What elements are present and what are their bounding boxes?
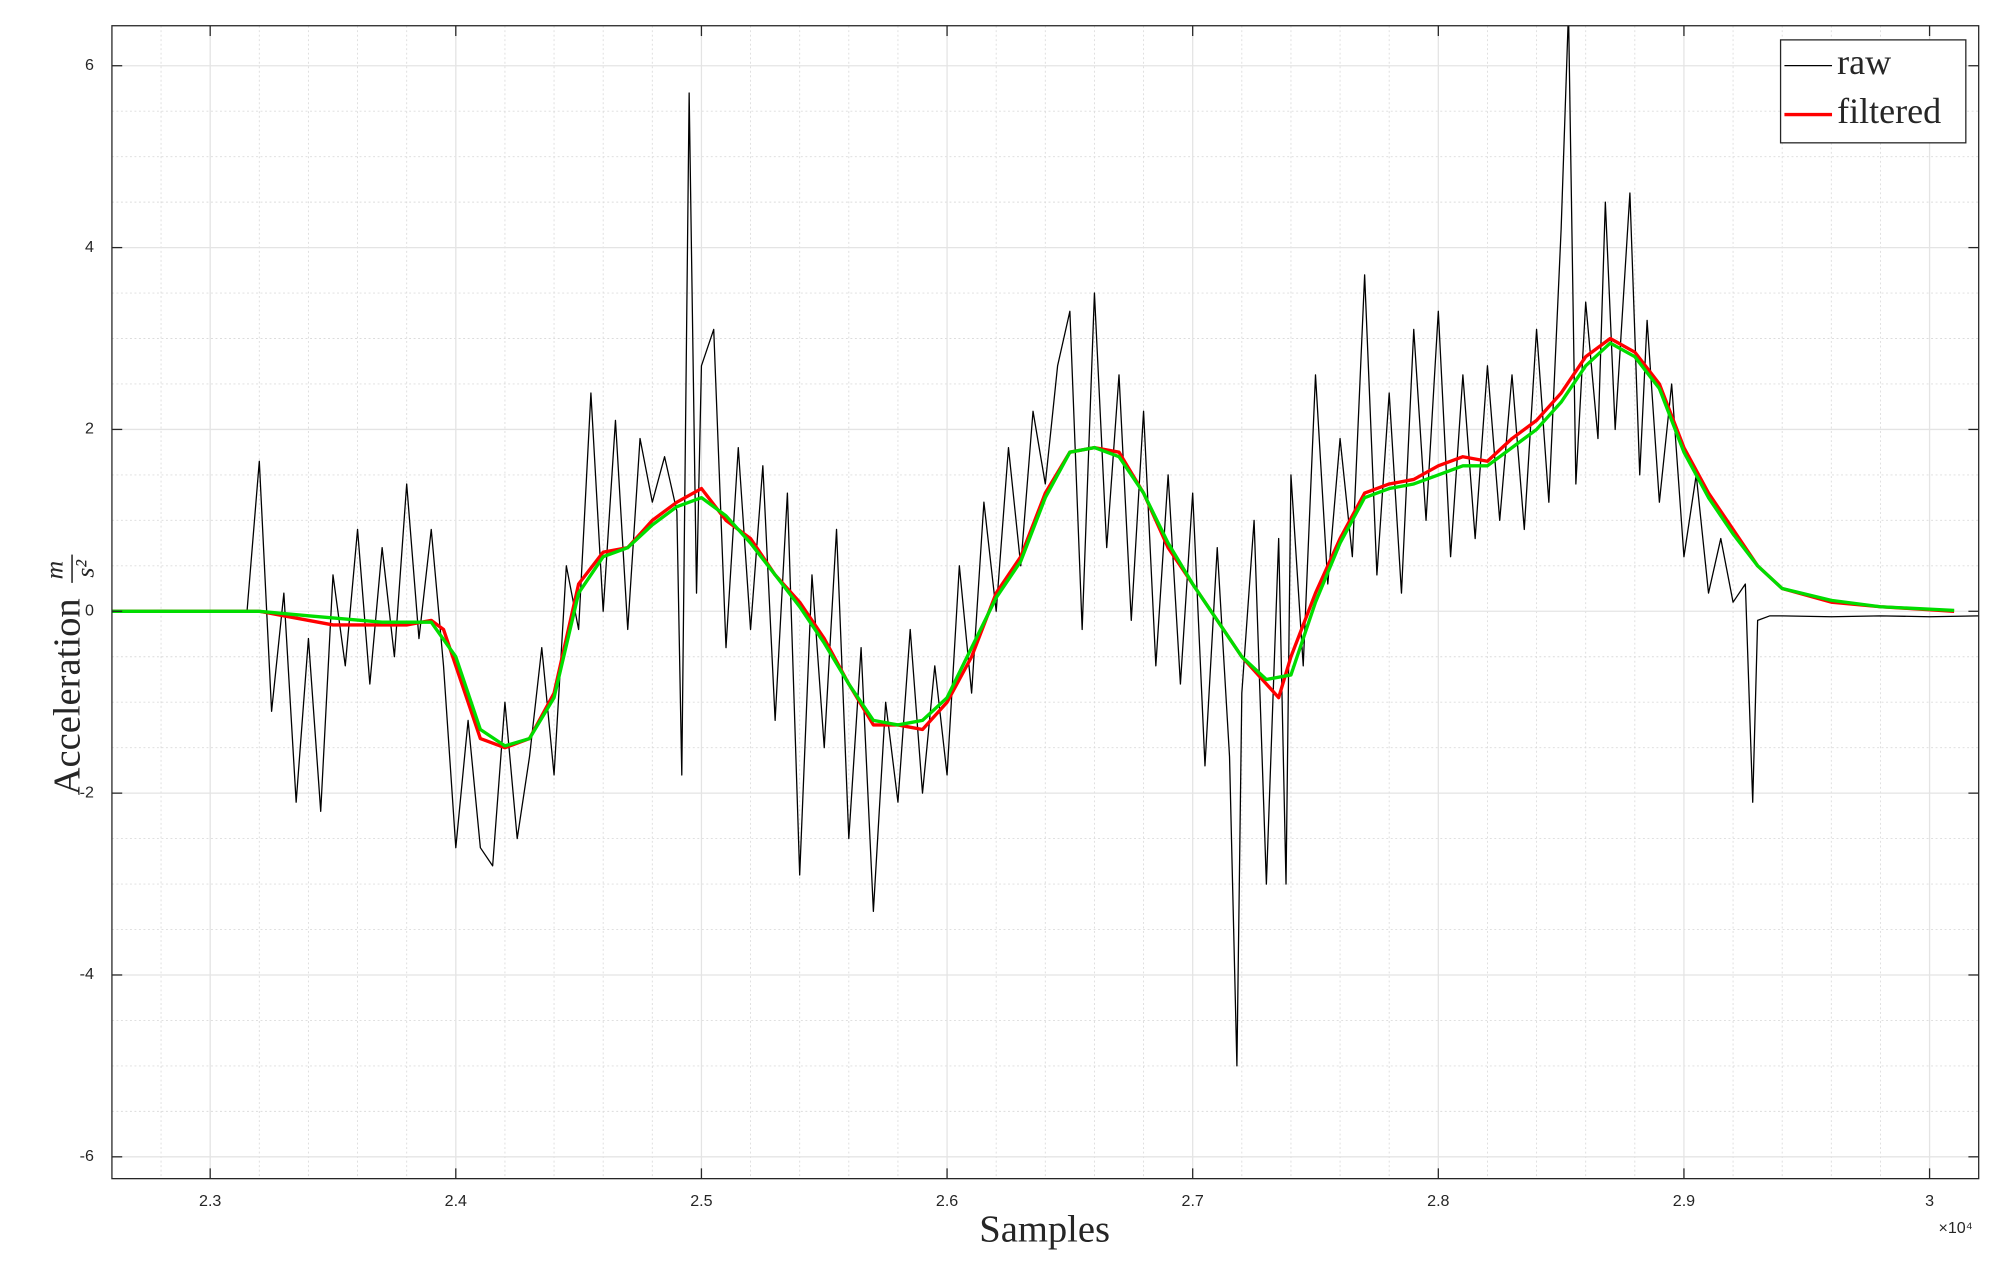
x-axis-label: Samples — [979, 1209, 1110, 1251]
grid — [111, 25, 1979, 1179]
x-tick-label: 2.9 — [1673, 1192, 1695, 1210]
legend-label: filtered — [1837, 91, 1941, 131]
y-unit-denominator: s² — [70, 559, 99, 578]
x-multiplier: ×10⁴ — [1938, 1219, 1972, 1237]
lines — [111, 25, 1979, 1067]
x-tick-label: 2.7 — [1182, 1192, 1204, 1210]
y-tick-label: 0 — [85, 602, 94, 620]
x-tick-label: 3 — [1925, 1192, 1934, 1210]
x-tick-label: 2.8 — [1427, 1192, 1449, 1210]
y-tick-label: 4 — [85, 238, 94, 256]
legend-label: raw — [1837, 42, 1891, 82]
y-tick-label: 6 — [85, 56, 94, 74]
y-unit-numerator: m — [40, 561, 69, 580]
y-tick-label: 2 — [85, 420, 94, 438]
axes-box — [111, 25, 1980, 1180]
y-axis-label: Acceleration — [47, 598, 89, 795]
x-tick-label: 2.6 — [936, 1192, 958, 1210]
y-tick-label: -4 — [80, 965, 94, 983]
y-axis-label-group: Acceleration m s² — [40, 554, 99, 795]
x-tick-label: 2.5 — [690, 1192, 712, 1210]
y-tick-label: -6 — [80, 1147, 94, 1165]
ticks: 2.3 2.4 2.5 2.6 2.7 2.8 2.9 3 -6 -4 -2 0 2 4 6 — [80, 25, 1979, 1210]
legend: raw filtered — [1779, 39, 1967, 144]
series-line — [111, 341, 1955, 748]
y-tick-label: -2 — [80, 783, 94, 801]
x-tick-label: 2.4 — [445, 1192, 467, 1210]
series-line — [111, 25, 1979, 1067]
legend-box — [1779, 39, 1967, 144]
x-tick-label: 2.3 — [199, 1192, 221, 1210]
